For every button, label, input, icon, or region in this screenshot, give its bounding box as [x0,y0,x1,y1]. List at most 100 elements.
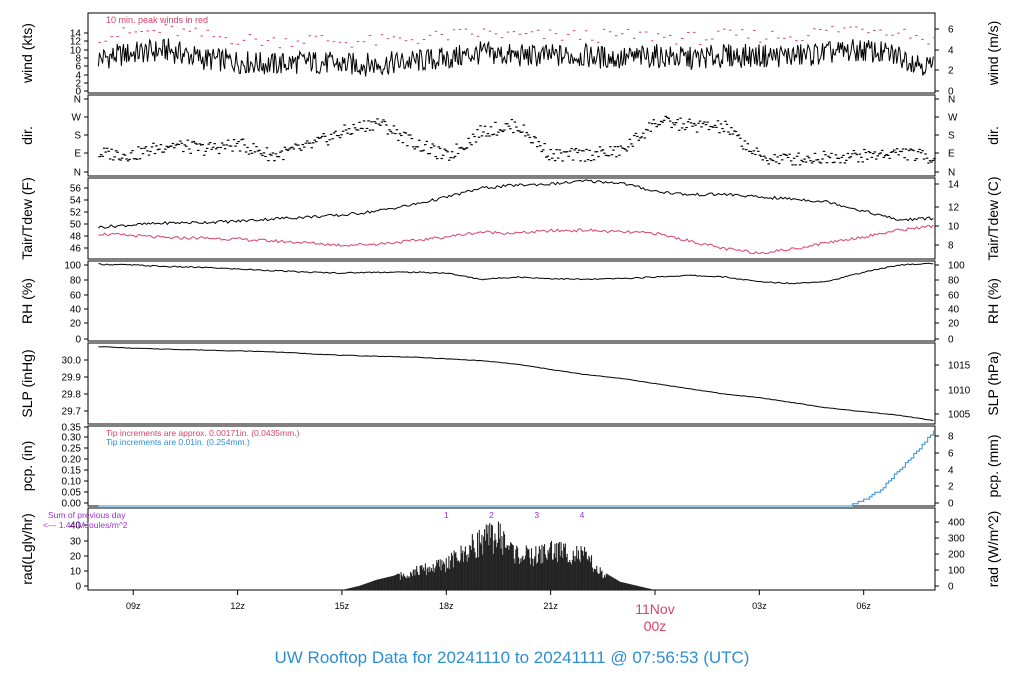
ytick-right-label: 8 [948,432,954,443]
ytick-left-label: N [74,168,81,179]
panel-frame [87,342,936,425]
ylabel-right: rad (W/m^2) [985,511,1001,588]
ytick-left-label: 0.20 [62,455,82,466]
ytick-right-label: 0 [948,335,954,346]
rad-marker-label: 2 [489,510,494,520]
ytick-left-label: 2 [75,79,81,90]
panel-frame [87,12,936,94]
ytick-left-label: 8 [75,54,81,65]
ytick-left-label: W [72,113,82,124]
ytick-right-label: 100 [948,261,965,272]
ytick-left-label: 30 [70,537,82,548]
ytick-right-label: 40 [948,305,960,316]
ytick-left-label: 48 [70,232,82,243]
pcp-annotation-red: Tip increments are approx. 0.00171in. (0… [106,428,300,438]
rad-annotation: Sum of previous day [48,510,126,520]
ytick-right-label: 4 [948,466,954,477]
ytick-left-label: 0.30 [62,433,82,444]
ytick-left-label: 4 [75,71,81,82]
ytick-left-label: 20 [70,319,82,330]
ytick-right-label: 2 [948,66,954,77]
ytick-left-label: 40 [70,521,82,532]
ytick-left-label: 0 [75,335,81,346]
ylabel-right: pcp. (mm) [985,435,1001,498]
ytick-left-label: 54 [70,196,82,207]
ytick-right-label: 12 [948,203,960,214]
ytick-right-label: W [948,113,958,124]
ytick-left-label: 20 [70,552,82,563]
pcp-line [98,430,934,507]
ytick-left-label: 40 [70,305,82,316]
ytick-right-label: 6 [948,25,954,36]
ytick-left-label: 0.35 [62,423,82,434]
ytick-right-label: 100 [948,566,965,577]
xday-label: 00z [644,618,667,634]
ytick-left-label: S [74,131,81,142]
panel-frame [87,94,936,177]
wind-series-line [97,38,934,77]
ylabel-right: SLP (hPa) [985,351,1001,415]
ytick-left-label: 12 [70,37,82,48]
rad-marker-label: 3 [534,510,539,520]
ytick-left-label: 0.25 [62,444,82,455]
ytick-right-label: 8 [948,241,954,252]
slp-line [98,346,934,421]
wind-annotation: 10 min. peak winds in red [106,15,208,25]
xday-label: 11Nov [635,601,674,617]
ytick-left-label: 30.0 [62,356,82,367]
ytick-right-label: 20 [948,319,960,330]
ytick-right-label: N [948,95,955,106]
xtick-label: 03z [752,601,767,611]
ytick-left-label: 14 [70,29,82,40]
ytick-left-label: 6 [75,62,81,73]
ylabel-right: wind (m/s) [985,21,1001,87]
ytick-left-label: N [74,95,81,106]
ytick-left-label: 0.10 [62,477,82,488]
ylabel-left: wind (kts) [19,23,35,84]
ylabel-left: rad(Lgly/hr) [19,513,35,585]
ytick-left-label: 0 [75,582,81,593]
ytick-right-label: 80 [948,276,960,287]
xtick-label: 15z [335,601,350,611]
ylabel-left: dir. [19,126,35,145]
xtick-label: 12z [230,601,245,611]
ylabel-left: RH (%) [19,278,35,324]
ytick-left-label: 52 [70,208,82,219]
ytick-right-label: 200 [948,550,965,561]
ytick-left-label: 0.05 [62,488,82,499]
ylabel-right: Tair/Tdew (C) [985,176,1001,260]
xtick-label: 06z [856,601,871,611]
xtick-label: 18z [439,601,454,611]
footer-title: UW Rooftop Data for 20241110 to 20241111… [274,648,750,667]
ytick-right-label: N [948,168,955,179]
ytick-right-label: E [948,149,955,160]
ytick-right-label: 2 [948,482,954,493]
ytick-right-label: 60 [948,291,960,302]
ylabel-left: Tair/Tdew (F) [19,177,35,259]
ytick-left-label: 0.15 [62,466,82,477]
ytick-left-label: 100 [64,261,81,272]
ytick-left-label: 29.9 [62,373,82,384]
ytick-left-label: 10 [70,46,82,57]
ylabel-right: RH (%) [985,278,1001,324]
ytick-left-label: 46 [70,244,82,255]
rh-line [98,262,934,285]
rad-annotation: <--- 1.44 MJoules/m^2 [43,520,128,530]
ytick-left-label: 50 [70,220,82,231]
ytick-right-label: 0 [948,582,954,593]
pcp-annotation-blue: Tip increments are 0.01in. (0.254mm.) [106,437,250,447]
ylabel-left: SLP (inHg) [19,349,35,417]
ytick-right-label: 1015 [948,361,971,372]
ytick-left-label: 0 [75,87,81,98]
ytick-right-label: S [948,131,955,142]
ytick-right-label: 4 [948,46,954,57]
panel-frame [87,177,936,260]
ytick-left-label: 29.8 [62,390,82,401]
ytick-left-label: 10 [70,567,82,578]
tdew-line [98,224,934,255]
ytick-right-label: 1005 [948,410,971,421]
ytick-right-label: 14 [948,180,960,191]
ytick-right-label: 1010 [948,386,971,397]
ytick-right-label: 300 [948,534,965,545]
